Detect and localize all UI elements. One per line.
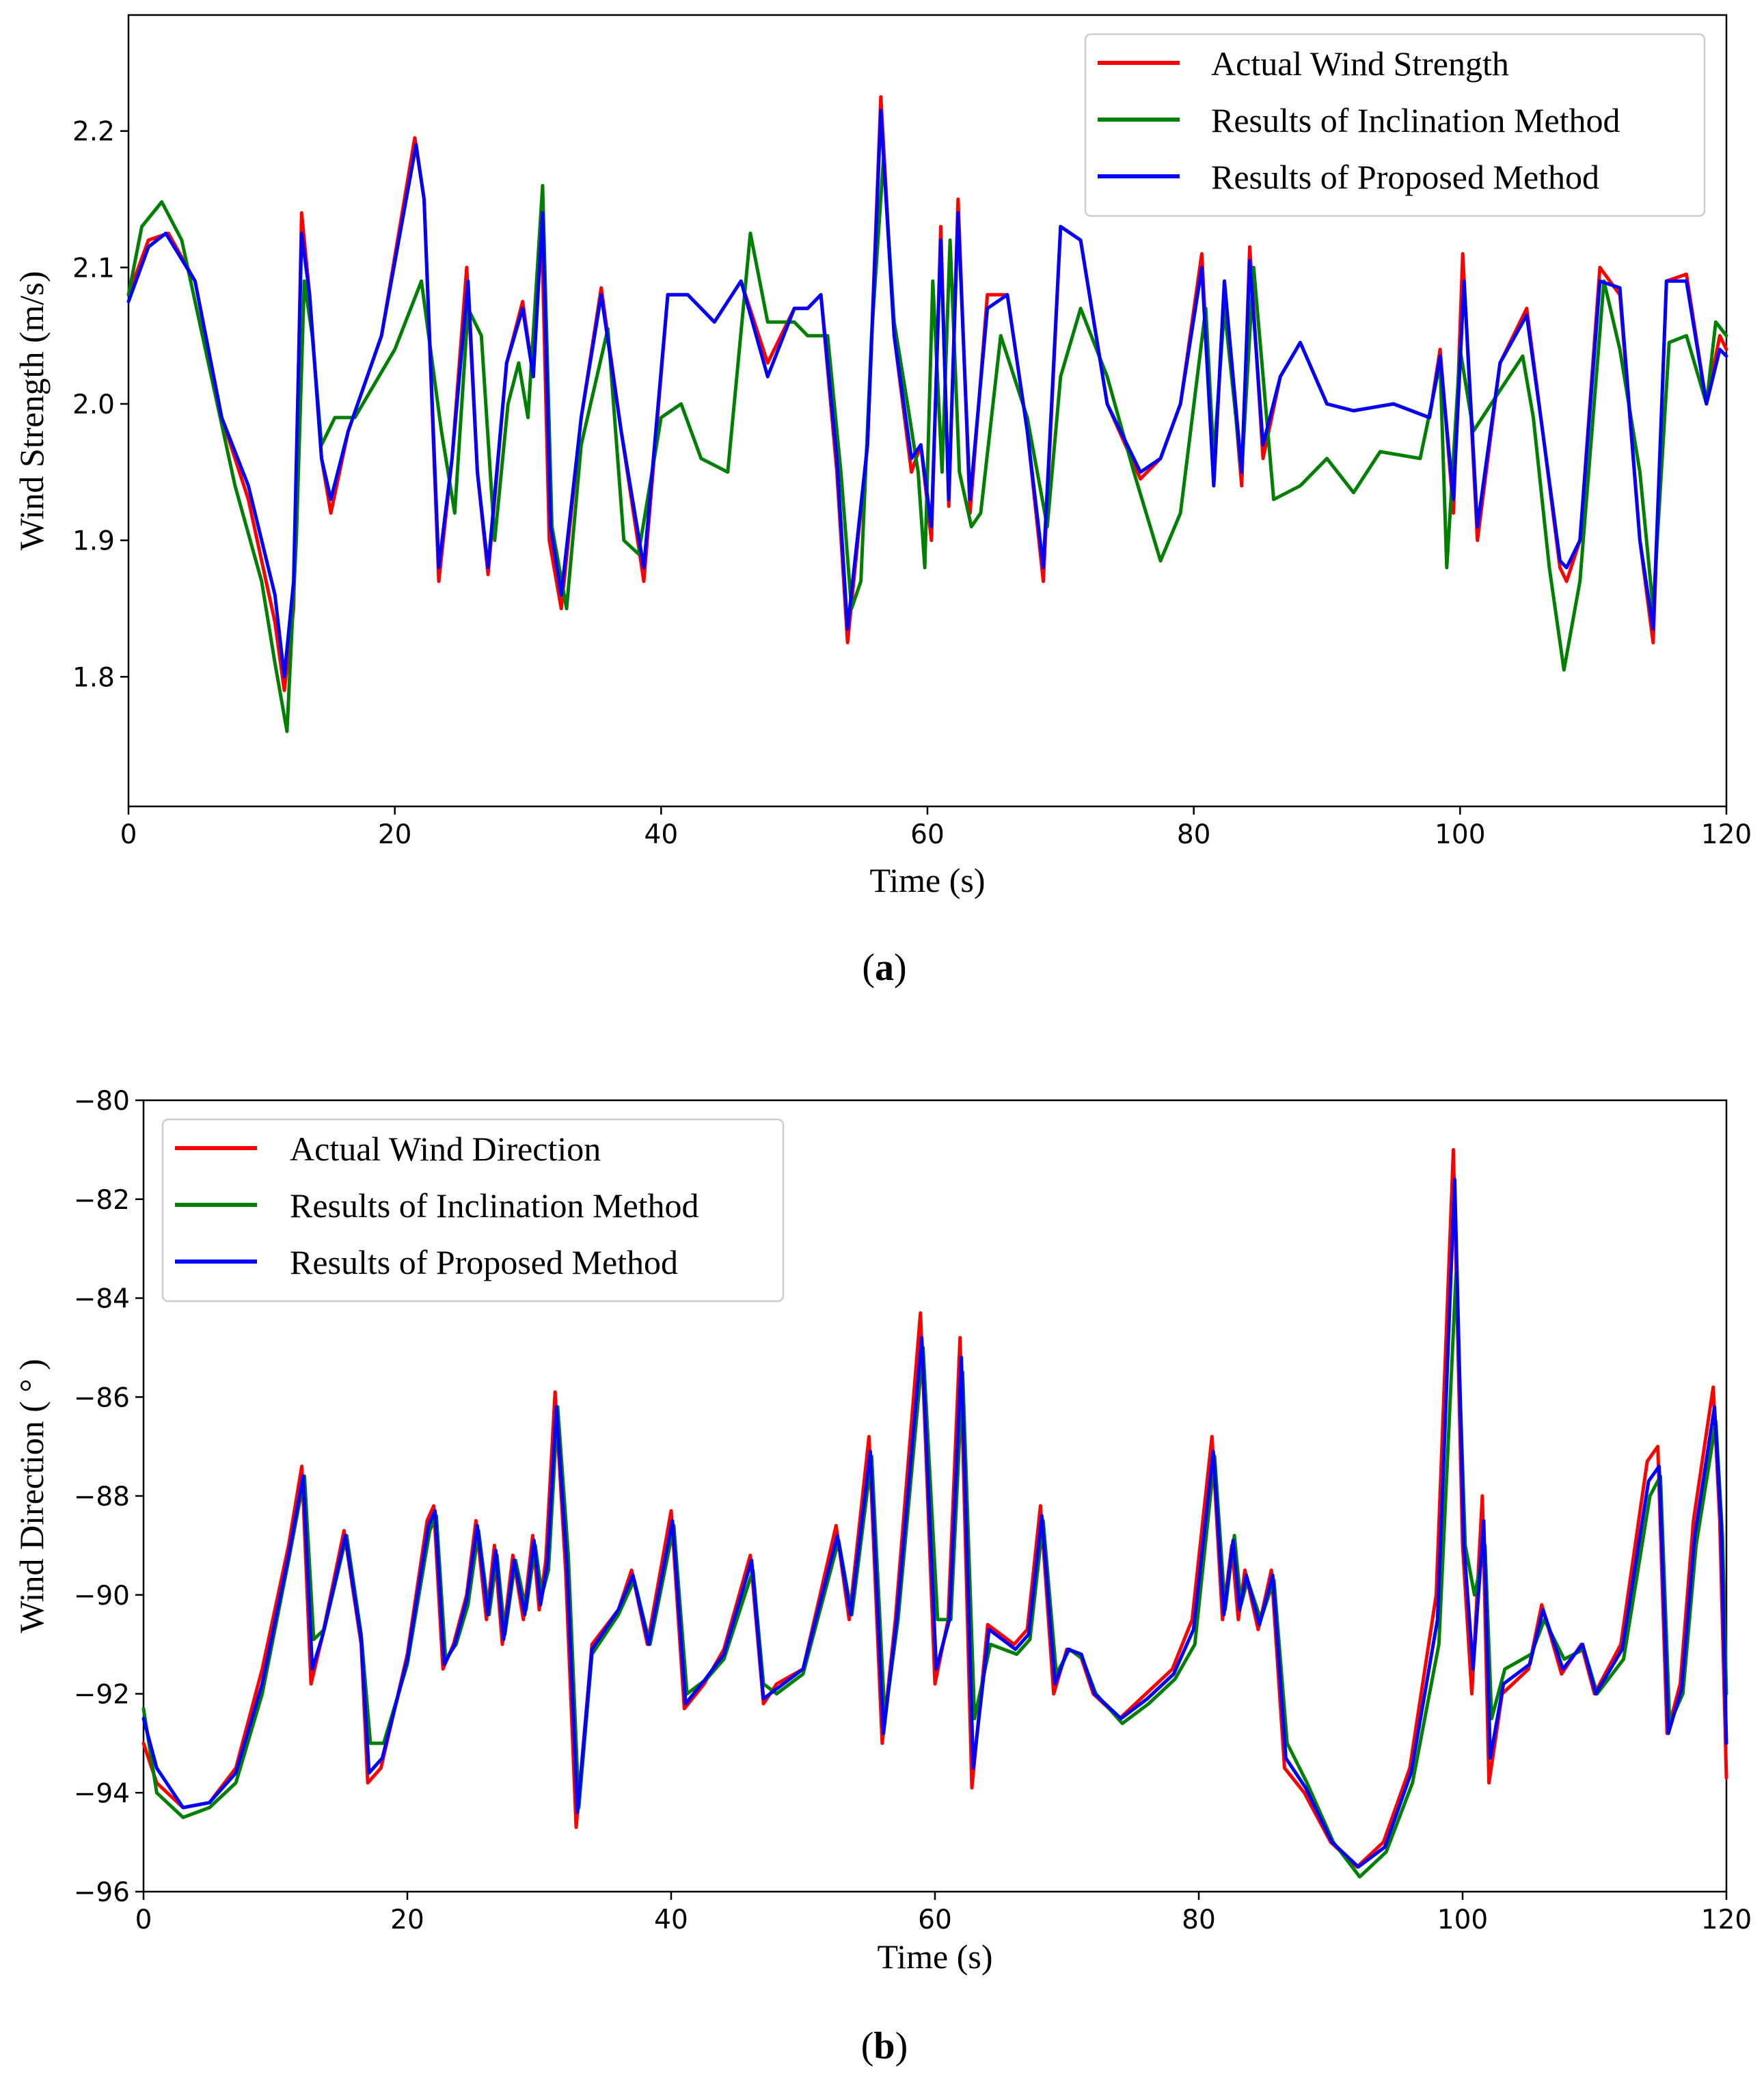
x-tick-label-b: 40 (654, 1905, 688, 1935)
legend-label-inclination-a: Results of Inclination Method (1211, 101, 1620, 139)
series-group-a (126, 95, 1728, 733)
y-tick-label-a: 2.0 (72, 390, 115, 420)
legend-a: Actual Wind Strength Results of Inclinat… (1084, 33, 1706, 217)
series-line-inclination-b (141, 1271, 1728, 1879)
x-tick-label-b: 20 (390, 1905, 424, 1935)
x-axis-title-a: Time (s) (869, 861, 985, 899)
x-tick-label-a: 20 (378, 819, 412, 850)
legend-frame-a (1084, 33, 1706, 217)
series-line-inclination-a (126, 156, 1728, 733)
x-tick-label-a: 80 (1177, 819, 1211, 850)
ticks-group-b: 0 20 40 60 80 100 120 −96 −94 −92 −90 −88 −86 −84 −82 −… (74, 1086, 1752, 1935)
x-tick-label-a: 40 (644, 819, 679, 850)
caption-a: (a) (862, 947, 906, 989)
legend-label-proposed-b: Results of Proposed Method (290, 1243, 678, 1281)
y-tick-label-b: −88 (74, 1482, 130, 1512)
legend-label-inclination-b: Results of Inclination Method (290, 1186, 699, 1225)
y-tick-label-a: 2.2 (72, 117, 115, 148)
x-tick-label-a: 120 (1701, 819, 1752, 850)
y-axis-title-b: Wind Direction ( ° ) (12, 1359, 51, 1633)
y-tick-label-b: −96 (74, 1877, 130, 1908)
x-tick-label-a: 60 (910, 819, 945, 850)
x-tick-label-b: 0 (135, 1905, 152, 1935)
caption-b: (b) (861, 2025, 908, 2067)
x-axis-title-b: Time (s) (877, 1937, 992, 1976)
y-tick-label-b: −86 (74, 1383, 130, 1413)
x-tick-label-b: 120 (1701, 1905, 1752, 1935)
series-line-proposed-b (141, 1177, 1728, 1869)
legend-frame-b (161, 1118, 785, 1303)
x-tick-label-a: 100 (1435, 819, 1485, 850)
legend-label-actual-b: Actual Wind Direction (290, 1130, 601, 1168)
plot-area-b: 0 20 40 60 80 100 120 −96 −94 −92 −90 −88 −86 −84 −82 −… (74, 1086, 1752, 1935)
y-tick-label-b: −80 (74, 1086, 130, 1117)
plot-area-a: 0 20 40 60 80 100 120 1.8 1.9 2.0 2.1 2.2 (72, 14, 1752, 850)
ticks-group-a: 0 20 40 60 80 100 120 1.8 1.9 2.0 2.1 2.2 (72, 117, 1752, 850)
series-line-proposed-a (126, 109, 1728, 679)
x-tick-label-a: 0 (120, 819, 137, 850)
legend-label-actual-a: Actual Wind Strength (1211, 44, 1509, 83)
x-tick-label-b: 60 (918, 1905, 952, 1935)
y-tick-label-b: −82 (74, 1185, 130, 1216)
legend-label-proposed-a: Results of Proposed Method (1211, 158, 1599, 196)
y-tick-label-a: 1.9 (72, 526, 115, 557)
caption-letter-a: a (875, 947, 894, 989)
chart-panel-b: 0 20 40 60 80 100 120 −96 −94 −92 −90 −88 −86 −84 −82 −… (12, 1086, 1752, 2067)
caption-letter-b: b (873, 2025, 895, 2067)
series-group-b (141, 1147, 1728, 1879)
y-tick-label-a: 1.8 (72, 662, 115, 693)
y-axis-title-a: Wind Strength (m/s) (12, 271, 51, 550)
x-tick-label-b: 80 (1182, 1905, 1216, 1935)
y-tick-label-a: 2.1 (72, 253, 115, 284)
legend-b: Actual Wind Direction Results of Inclina… (161, 1118, 785, 1303)
y-tick-label-b: −92 (74, 1680, 130, 1711)
y-tick-label-b: −84 (74, 1284, 130, 1315)
y-tick-label-b: −90 (74, 1581, 130, 1611)
y-tick-label-b: −94 (74, 1778, 130, 1809)
x-tick-label-b: 100 (1437, 1905, 1488, 1935)
